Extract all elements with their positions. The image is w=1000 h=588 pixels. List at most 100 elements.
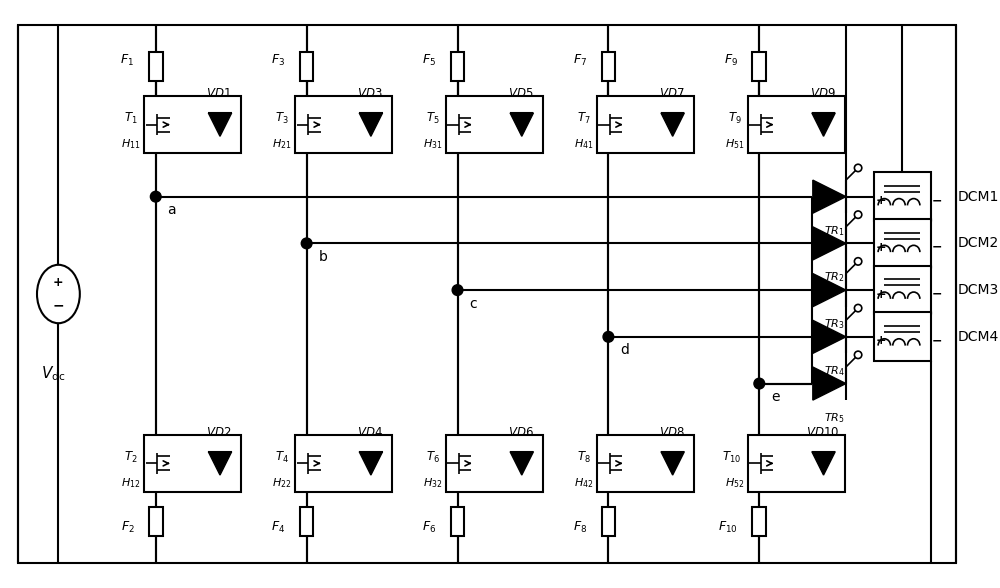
Text: c: c: [469, 297, 477, 310]
Text: $VD5$: $VD5$: [508, 87, 534, 101]
Text: $H_{32}$: $H_{32}$: [423, 476, 443, 490]
Text: $TR_1$: $TR_1$: [824, 224, 845, 238]
Text: $T_9$: $T_9$: [728, 111, 741, 126]
Text: $H_{11}$: $H_{11}$: [121, 137, 141, 151]
Bar: [300, 52, 313, 81]
Text: b: b: [318, 250, 327, 264]
Bar: [874, 219, 931, 268]
Text: $TR_4$: $TR_4$: [824, 364, 845, 378]
Text: DCM1: DCM1: [958, 190, 999, 203]
Polygon shape: [813, 273, 846, 307]
Bar: [451, 507, 464, 536]
Text: $F_1$: $F_1$: [120, 53, 134, 68]
Text: −: −: [931, 194, 942, 207]
Text: $T_1$: $T_1$: [124, 111, 138, 126]
Text: $F_4$: $F_4$: [271, 520, 285, 535]
Polygon shape: [208, 113, 232, 136]
Text: $TR_3$: $TR_3$: [824, 318, 845, 331]
Polygon shape: [661, 452, 684, 475]
Text: $H_{31}$: $H_{31}$: [423, 137, 443, 151]
Bar: [295, 435, 392, 492]
Text: +: +: [876, 288, 886, 300]
Text: $H_{42}$: $H_{42}$: [574, 476, 593, 490]
Bar: [748, 96, 845, 153]
Polygon shape: [812, 113, 835, 136]
Text: $VD4$: $VD4$: [357, 426, 383, 439]
Bar: [602, 507, 615, 536]
Text: $F_6$: $F_6$: [422, 520, 436, 535]
Text: $H_{22}$: $H_{22}$: [272, 476, 292, 490]
Polygon shape: [813, 227, 846, 260]
Text: $VD6$: $VD6$: [508, 426, 534, 439]
Text: $H_{12}$: $H_{12}$: [121, 476, 141, 490]
Text: $F_5$: $F_5$: [422, 53, 436, 68]
Text: $VD9$: $VD9$: [810, 87, 835, 101]
Text: $VD8$: $VD8$: [659, 426, 685, 439]
Bar: [874, 266, 931, 315]
Text: +: +: [53, 276, 64, 289]
Bar: [597, 96, 694, 153]
Text: d: d: [620, 343, 629, 358]
Bar: [602, 52, 615, 81]
Text: +: +: [876, 334, 886, 348]
Bar: [748, 435, 845, 492]
Text: a: a: [167, 203, 176, 218]
Bar: [144, 435, 241, 492]
Text: $VD10$: $VD10$: [806, 426, 839, 439]
Polygon shape: [510, 452, 533, 475]
Bar: [597, 435, 694, 492]
Text: $T_3$: $T_3$: [275, 111, 289, 126]
Text: $F_9$: $F_9$: [724, 53, 738, 68]
Circle shape: [754, 378, 765, 389]
Text: $VD3$: $VD3$: [357, 87, 383, 101]
Bar: [874, 312, 931, 361]
Bar: [144, 96, 241, 153]
Text: e: e: [771, 390, 779, 404]
Text: $H_{21}$: $H_{21}$: [272, 137, 292, 151]
Bar: [446, 96, 543, 153]
Text: $F_{10}$: $F_{10}$: [718, 520, 738, 535]
Text: $H_{52}$: $H_{52}$: [725, 476, 744, 490]
Text: $F_7$: $F_7$: [573, 53, 587, 68]
Bar: [451, 52, 464, 81]
Circle shape: [301, 238, 312, 249]
Circle shape: [603, 332, 614, 342]
Text: $H_{51}$: $H_{51}$: [725, 137, 744, 151]
Text: −: −: [931, 240, 942, 254]
Text: $H_{41}$: $H_{41}$: [574, 137, 593, 151]
Text: DCM3: DCM3: [958, 283, 999, 297]
Bar: [300, 507, 313, 536]
Text: $T_5$: $T_5$: [426, 111, 440, 126]
Text: $T_4$: $T_4$: [275, 450, 289, 465]
Text: −: −: [931, 334, 942, 348]
Text: $VD2$: $VD2$: [206, 426, 232, 439]
Text: +: +: [876, 240, 886, 254]
Circle shape: [150, 191, 161, 202]
Polygon shape: [208, 452, 232, 475]
Polygon shape: [510, 113, 533, 136]
Text: $VD7$: $VD7$: [659, 87, 684, 101]
Text: $T_2$: $T_2$: [124, 450, 138, 465]
Bar: [149, 52, 163, 81]
Bar: [752, 52, 766, 81]
Text: DCM2: DCM2: [958, 236, 999, 250]
Text: −: −: [53, 298, 64, 312]
Polygon shape: [812, 452, 835, 475]
Text: DCM4: DCM4: [958, 330, 999, 344]
Text: $T_6$: $T_6$: [426, 450, 440, 465]
Bar: [446, 435, 543, 492]
Text: $V_{\rm dc}$: $V_{\rm dc}$: [41, 364, 66, 383]
Text: $VD1$: $VD1$: [206, 87, 232, 101]
Bar: [752, 507, 766, 536]
Polygon shape: [813, 180, 846, 213]
Polygon shape: [359, 113, 383, 136]
Text: $F_8$: $F_8$: [573, 520, 587, 535]
Text: $TR_2$: $TR_2$: [824, 270, 845, 285]
Polygon shape: [813, 320, 846, 353]
Circle shape: [452, 285, 463, 295]
Polygon shape: [813, 367, 846, 400]
Bar: [149, 507, 163, 536]
Text: $T_8$: $T_8$: [577, 450, 590, 465]
Text: −: −: [931, 288, 942, 300]
Text: +: +: [876, 194, 886, 207]
